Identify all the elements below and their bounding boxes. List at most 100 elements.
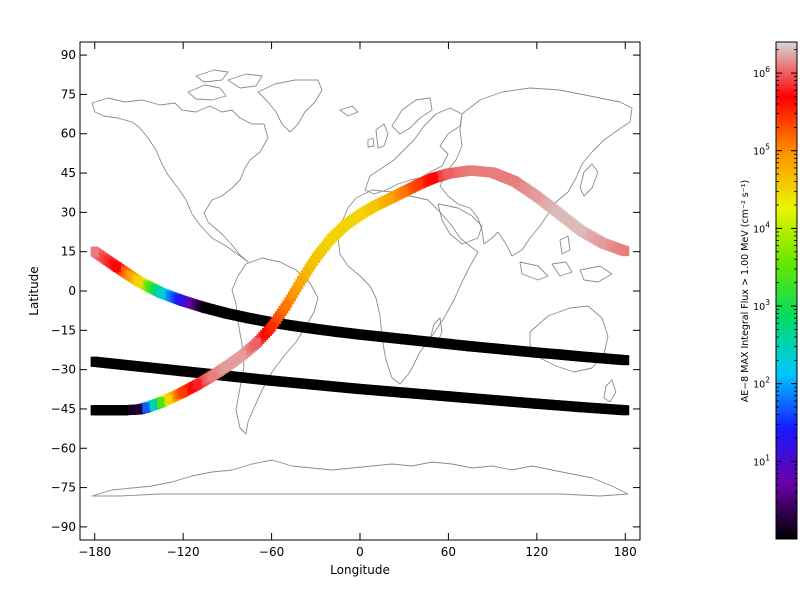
orbit-point — [134, 404, 143, 415]
orbit-point — [356, 209, 364, 220]
orbit-point — [157, 287, 166, 298]
orbit-point — [326, 234, 335, 245]
orbit-point — [400, 334, 409, 345]
x-tick-label: 0 — [356, 545, 364, 559]
orbit-track-3 — [90, 165, 630, 416]
orbit-point — [223, 370, 232, 381]
orbit-point — [510, 176, 519, 187]
colorbar-tick-label: 105 — [753, 143, 770, 158]
orbit-point — [267, 321, 276, 332]
orbit-point — [179, 366, 188, 377]
orbit-point — [252, 337, 261, 348]
orbit-point — [400, 186, 409, 197]
orbit-point — [510, 345, 519, 356]
orbit-point — [289, 320, 298, 331]
orbit-point — [157, 397, 166, 408]
orbit-point — [90, 356, 99, 367]
orbit-point — [134, 276, 143, 287]
orbit-track-2 — [90, 356, 630, 416]
orbit-point — [134, 361, 143, 372]
orbit-point — [554, 349, 563, 360]
orbit-point — [297, 276, 306, 287]
x-tick-label: 180 — [614, 545, 637, 559]
orbit-point — [466, 341, 475, 352]
orbit-point — [385, 194, 394, 205]
orbit-point — [444, 168, 453, 179]
orbit-point — [341, 220, 350, 231]
orbit-point — [282, 300, 291, 311]
x-tick-label: −120 — [167, 545, 200, 559]
orbit-point — [621, 355, 630, 366]
orbit-point — [356, 384, 364, 395]
colorbar — [775, 41, 798, 540]
orbit-point — [120, 405, 129, 416]
orbit-point — [208, 370, 217, 381]
orbit-point — [333, 326, 342, 337]
colorbar-title: AE−8 MAX Integral Flux > 1.00 MeV (cm⁻² … — [740, 180, 751, 403]
orbit-point — [179, 295, 188, 306]
y-tick-label: 75 — [61, 87, 76, 101]
orbit-point — [577, 402, 586, 413]
x-tick-label: 60 — [441, 545, 456, 559]
orbit-point — [223, 360, 232, 371]
orbit-point — [164, 394, 173, 405]
orbit-point — [466, 165, 475, 176]
x-tick-label: −180 — [78, 545, 111, 559]
orbit-point — [532, 191, 541, 202]
orbit-point — [370, 201, 379, 212]
orbit-point — [488, 167, 497, 178]
orbit-point — [488, 343, 497, 354]
orbit-point — [444, 338, 453, 349]
y-tick-label: −90 — [51, 520, 76, 534]
orbit-point — [311, 379, 320, 390]
orbit-point — [311, 252, 320, 263]
orbit-marks-layer — [90, 165, 630, 416]
orbit-point — [245, 313, 254, 324]
orbit-point — [599, 238, 608, 249]
orbit-point — [621, 405, 630, 416]
orbit-point — [422, 336, 431, 347]
y-axis-title: Latitude — [27, 266, 41, 315]
orbit-point — [621, 246, 630, 257]
orbit-point — [193, 379, 202, 390]
x-axis-title: Longitude — [330, 563, 390, 577]
orbit-point — [554, 208, 563, 219]
y-tick-label: −30 — [51, 363, 76, 377]
orbit-point — [267, 375, 276, 386]
orbit-point — [532, 347, 541, 358]
y-tick-label: 15 — [61, 245, 76, 259]
orbit-point — [532, 398, 541, 409]
y-tick-label: 60 — [61, 127, 76, 141]
orbit-point — [238, 350, 247, 361]
orbit-point — [356, 329, 364, 340]
x-tick-label: −60 — [259, 545, 284, 559]
x-tick-label: 120 — [525, 545, 548, 559]
y-tick-label: −45 — [51, 402, 76, 416]
y-tick-label: −60 — [51, 441, 76, 455]
colorbar-tick-label: 102 — [753, 376, 770, 391]
orbit-point — [400, 387, 409, 398]
colorbar-tick-label: 104 — [753, 220, 770, 235]
orbit-track-1 — [90, 246, 630, 366]
orbit-point — [429, 173, 438, 184]
orbit-point — [112, 261, 121, 272]
world-coastline-map — [91, 69, 633, 497]
orbit-point — [149, 400, 158, 411]
orbit-point — [179, 387, 188, 398]
axes-layer: −180 −120 −60 0 60 120 180 90 75 60 45 30 15 0 −15 −30 −… — [51, 42, 640, 559]
orbit-point — [414, 179, 423, 190]
orbit-point — [577, 351, 586, 362]
colorbar-tick-label: 103 — [753, 298, 770, 313]
orbit-point — [201, 302, 210, 313]
y-tick-label: 90 — [61, 48, 76, 62]
orbit-point — [488, 395, 497, 406]
colorbar-tick-label: 106 — [753, 65, 770, 80]
y-tick-label: −15 — [51, 323, 76, 337]
y-tick-label: 0 — [68, 284, 76, 298]
orbit-point — [142, 402, 151, 413]
y-tick-label: 45 — [61, 166, 76, 180]
orbit-point — [311, 324, 320, 335]
orbit-point — [577, 225, 586, 236]
y-tick-label: −75 — [51, 481, 76, 495]
